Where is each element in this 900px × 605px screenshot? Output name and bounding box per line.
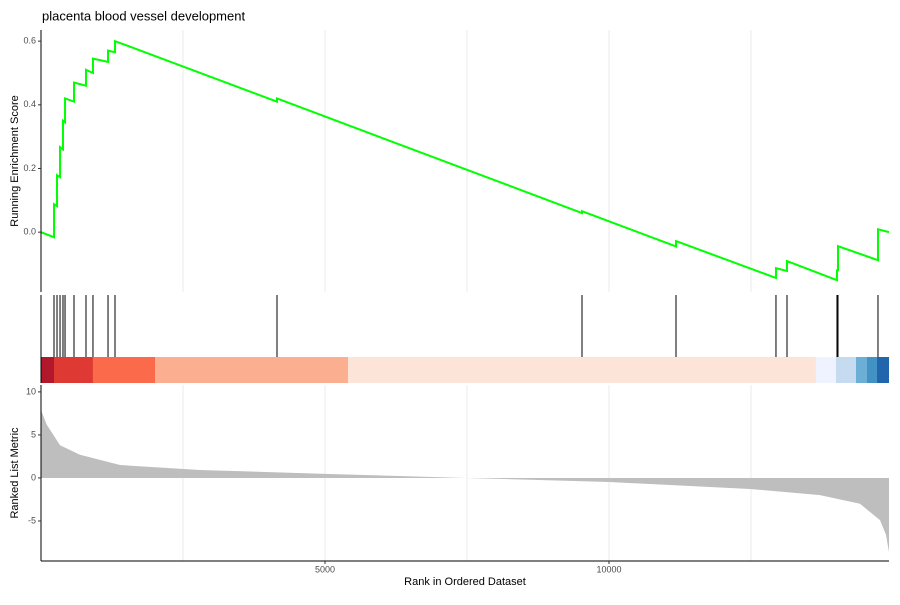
y-tick-label: 0.4 xyxy=(23,99,36,109)
rank-band xyxy=(835,357,857,383)
x-tick-label: 10000 xyxy=(596,564,621,574)
y-tick-label: 0 xyxy=(31,472,36,482)
rank-band xyxy=(347,357,816,383)
chart-title: placenta blood vessel development xyxy=(42,8,245,23)
x-tick-label: 5000 xyxy=(315,564,335,574)
metric-area xyxy=(41,409,889,552)
rank-band xyxy=(876,357,889,383)
y-axis-label: Ranked List Metric xyxy=(9,427,21,519)
rank-band xyxy=(41,357,55,383)
y-tick-label: 0.0 xyxy=(23,227,36,237)
rank-band xyxy=(815,357,836,383)
y-tick-label: 0.2 xyxy=(23,163,36,173)
x-axis-label: Rank in Ordered Dataset xyxy=(404,576,526,588)
y-axis-label: Running Enrichment Score xyxy=(9,95,21,226)
enrichment-line xyxy=(40,39,890,282)
rank-band xyxy=(856,357,867,383)
rank-band xyxy=(92,357,155,383)
rank-band xyxy=(54,357,93,383)
rank-band xyxy=(154,357,348,383)
y-tick-label: -5 xyxy=(28,515,36,525)
y-tick-label: 10 xyxy=(26,386,36,396)
y-tick-label: 0.6 xyxy=(23,36,36,46)
y-tick-label: 5 xyxy=(31,429,36,439)
rank-band xyxy=(866,357,877,383)
